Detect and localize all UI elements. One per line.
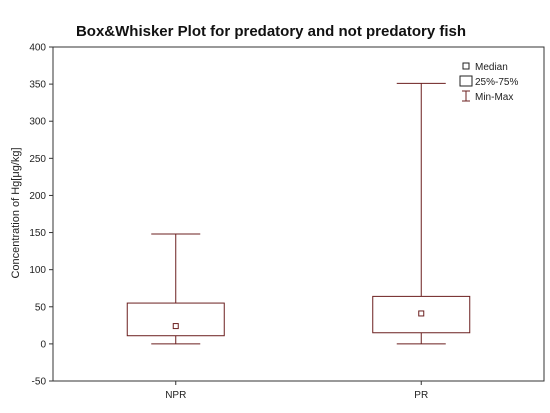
x-tick-label: PR bbox=[414, 390, 428, 401]
median-marker bbox=[172, 323, 179, 330]
box-pr bbox=[372, 82, 471, 345]
y-tick-label: 50 bbox=[35, 302, 47, 313]
y-tick-label: 200 bbox=[29, 191, 46, 202]
y-tick-label: 100 bbox=[29, 265, 46, 276]
median-marker bbox=[418, 310, 425, 317]
y-tick-label: 0 bbox=[40, 339, 46, 350]
chart-title: Box&Whisker Plot for predatory and not p… bbox=[76, 23, 466, 40]
legend-item-small-square: Median bbox=[462, 62, 508, 73]
y-axis-label: Concentration of Hg[μg/kg] bbox=[10, 147, 22, 278]
y-tick-label: 250 bbox=[29, 154, 46, 165]
legend-label: 25%-75% bbox=[475, 77, 518, 88]
legend-item-whisker: Min-Max bbox=[462, 90, 513, 103]
legend-label: Min-Max bbox=[475, 92, 513, 103]
boxes-layer bbox=[126, 82, 471, 345]
iqr-box bbox=[126, 302, 225, 337]
legend: Median 25%-75% Min-Max bbox=[459, 62, 518, 103]
y-tick-label: 150 bbox=[29, 228, 46, 239]
y-tick-label: 350 bbox=[29, 80, 46, 91]
legend-label: Median bbox=[475, 62, 508, 73]
x-tick-label: NPR bbox=[165, 390, 186, 401]
y-tick-label: 300 bbox=[29, 117, 46, 128]
y-tick-label: -50 bbox=[32, 377, 47, 388]
box-npr bbox=[126, 233, 225, 345]
legend-box-icon bbox=[459, 75, 473, 87]
legend-median-icon bbox=[462, 62, 470, 70]
legend-item-box: 25%-75% bbox=[459, 75, 518, 88]
plot-area bbox=[52, 46, 545, 382]
y-axis: -50 0 50 100 150 200 250 300 350 400 bbox=[29, 43, 53, 388]
y-tick-label: 400 bbox=[29, 43, 46, 54]
x-axis: NPR PR bbox=[165, 381, 428, 401]
